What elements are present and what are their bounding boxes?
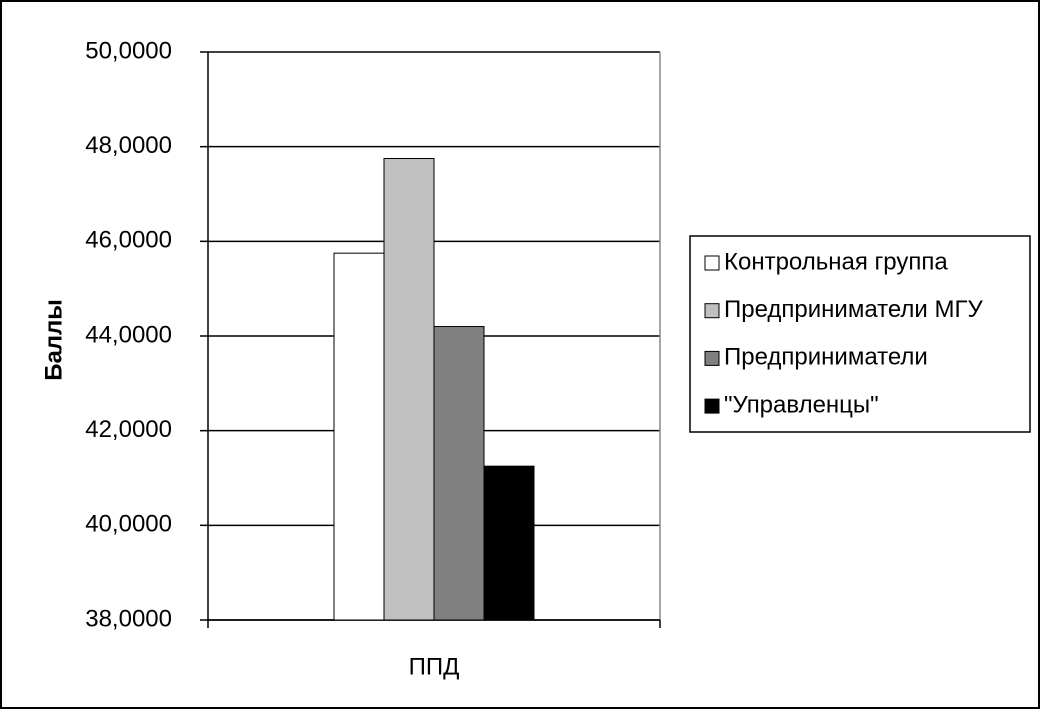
- x-tick-label: ППД: [409, 653, 460, 680]
- bar: [433, 326, 485, 621]
- bar: [483, 465, 535, 621]
- legend-label: Контрольная группа: [724, 248, 948, 275]
- y-tick-label: 50,0000: [85, 37, 172, 64]
- y-tick-label: 40,0000: [85, 511, 172, 538]
- y-tick-label: 46,0000: [85, 227, 172, 254]
- y-tick-label: 48,0000: [85, 132, 172, 159]
- y-tick-label: 44,0000: [85, 321, 172, 348]
- bar: [383, 158, 435, 621]
- bar: [333, 252, 385, 621]
- y-tick-label: 38,0000: [85, 605, 172, 632]
- y-tick-label: 42,0000: [85, 416, 172, 443]
- legend-swatch: [704, 303, 720, 319]
- legend-label: Предприниматели: [724, 344, 928, 371]
- legend-swatch: [704, 398, 720, 414]
- legend-label: Предприниматели МГУ: [724, 296, 983, 323]
- legend-swatch: [704, 255, 720, 271]
- legend-swatch: [704, 350, 720, 366]
- legend-label: "Управленцы": [724, 391, 879, 418]
- y-axis-label: Баллы: [40, 299, 67, 381]
- legend-box: [689, 235, 1031, 433]
